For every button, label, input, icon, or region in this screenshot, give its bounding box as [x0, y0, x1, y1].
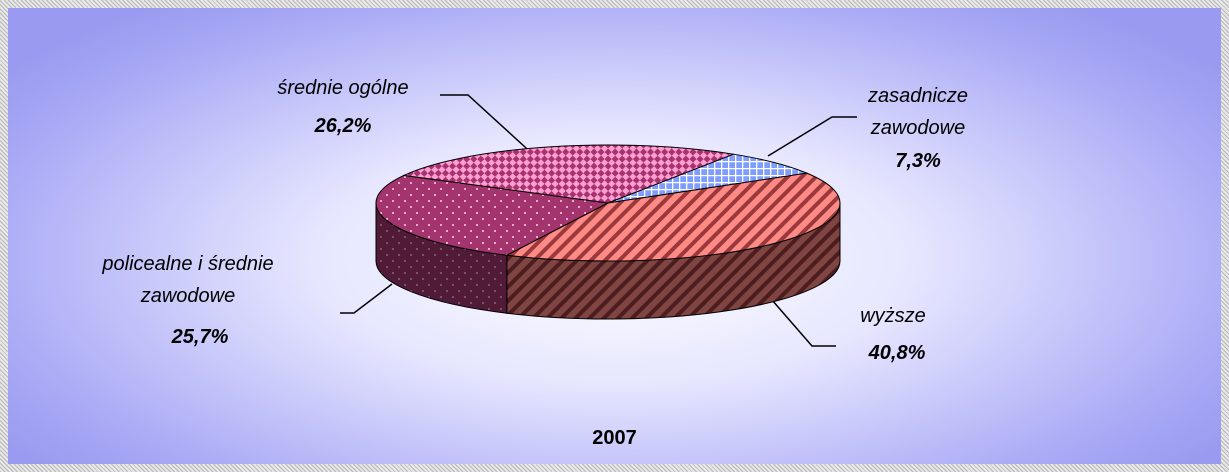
- leader-line: [440, 94, 549, 169]
- category-label: policealne i średnie zawodowe: [102, 253, 274, 307]
- category-label: średnie ogólne: [277, 77, 409, 99]
- leader-line: [771, 299, 836, 347]
- pie-slice: [402, 144, 736, 204]
- pie-slice: [607, 153, 809, 204]
- leader-line: [340, 283, 393, 314]
- value-label: 40,8%: [868, 342, 926, 364]
- chart-title: 2007: [592, 427, 637, 449]
- category-label: zasadnicze zawodowe: [867, 85, 969, 139]
- leader-lines: [340, 94, 857, 347]
- category-label: wyższe: [860, 305, 926, 327]
- value-label: 26,2%: [314, 115, 372, 137]
- leader-line: [767, 116, 857, 157]
- value-label: 7,3%: [895, 150, 941, 172]
- value-label: 25,7%: [171, 326, 229, 348]
- pie-slice: [505, 172, 841, 262]
